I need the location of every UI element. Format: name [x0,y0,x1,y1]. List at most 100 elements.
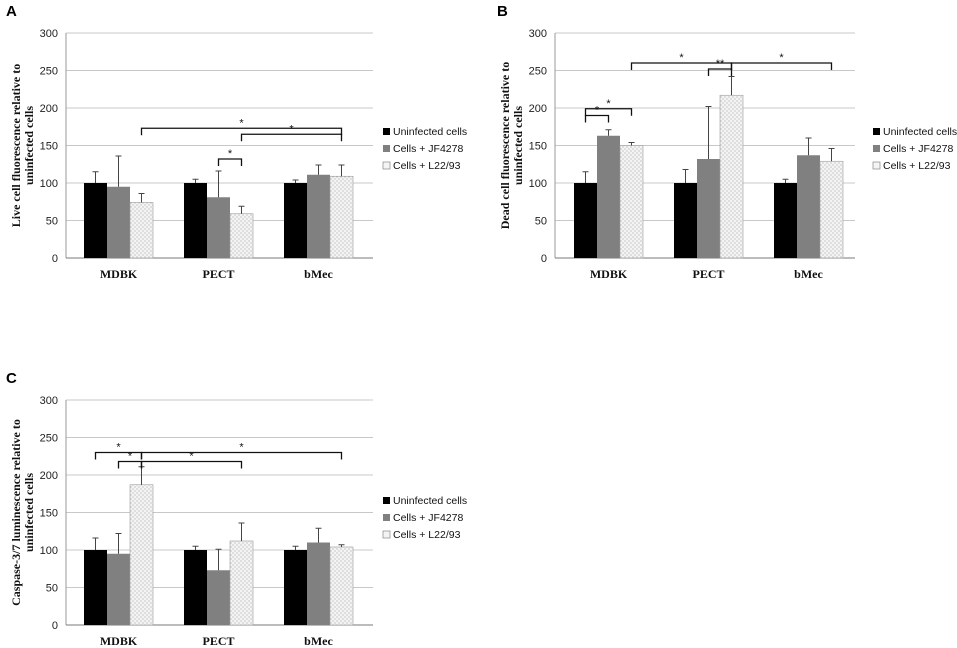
chart-panel-c: C 0 50 100 150 200 250 300 Caspase-3/7 luminesce… [6,370,467,648]
significance-label: * [128,451,133,463]
chart-panel-a: A 0 50 100 150 200 250 300 Live cell fluorescenc… [6,3,467,281]
category-label: MDBK [100,634,138,648]
bar [184,550,207,625]
legend-swatch [382,530,391,539]
legend-swatch [383,497,390,504]
legend-label: Uninfected cells [393,495,467,507]
significance-label: * [228,148,233,160]
panel-letter: A [6,3,17,20]
significance-bracket [240,133,343,142]
bar [307,542,330,625]
significance-label: * [595,105,600,117]
category-label: PECT [202,267,234,281]
y-tick-label: 200 [529,103,547,115]
y-tick-label: 300 [40,395,58,407]
panel-letter: B [497,3,508,20]
bar [107,553,130,625]
significance-bracket [94,451,143,460]
significance-label: * [289,123,294,135]
y-tick-label: 50 [46,583,58,595]
legend-label: Cells + JF4278 [393,512,463,524]
significance-bracket [584,114,610,123]
bar [229,213,254,259]
y-tick-label: 150 [40,141,58,153]
bar [129,484,154,626]
y-tick-label: 200 [40,470,58,482]
y-axis-label-line: uninfected cells [22,473,36,552]
bar [819,160,844,259]
y-tick-label: 150 [40,508,58,520]
y-tick-label: 250 [529,66,547,78]
panel-letter: C [6,370,17,387]
bar [619,145,644,259]
category-label: PECT [692,267,724,281]
significance-label: * [116,442,121,454]
y-tick-label: 50 [46,216,58,228]
significance-bracket [707,68,733,76]
bar [797,155,820,258]
significance-label: * [679,52,684,64]
significance-label: * [189,451,194,463]
significance-label: * [239,442,244,454]
legend-swatch [383,514,390,521]
y-axis-label-line: Live cell fluorescence relative to [9,64,23,228]
bar [719,94,744,259]
bar [107,186,130,258]
bar [574,183,597,258]
significance-bracket [117,460,143,469]
legend-swatch [872,161,881,170]
bar [207,197,230,258]
legend-label: Uninfected cells [883,126,957,138]
y-tick-label: 300 [529,28,547,40]
bar [307,174,330,258]
y-axis-label-line: uninfected cells [511,106,525,185]
significance-label: * [606,98,611,110]
significance-label: * [239,117,244,129]
bar [774,183,797,258]
legend-swatch [383,145,390,152]
y-axis-label-line: Caspase-3/7 luminescence relative to [9,419,23,606]
bar [184,183,207,258]
legend-swatch [873,145,880,152]
y-tick-label: 150 [529,141,547,153]
bar [229,540,254,626]
bar [84,550,107,625]
significance-label: * [779,52,784,64]
significance-bracket [584,108,633,116]
bar [697,159,720,258]
legend-label: Cells + L22/93 [393,529,461,541]
y-axis-label-line: Dead cell fluorescence relative to [498,62,512,230]
significance-bracket [140,460,243,469]
y-axis-label-line: uninfected cells [22,106,36,185]
bar [674,183,697,258]
bar [284,183,307,258]
bar [129,202,154,259]
bar [329,175,354,259]
legend-swatch [383,128,390,135]
significance-bracket [217,158,243,166]
y-tick-label: 300 [40,28,58,40]
category-label: bMec [304,634,333,648]
y-tick-label: 0 [52,253,58,265]
significance-label: ** [716,58,725,70]
category-label: MDBK [590,267,628,281]
y-tick-label: 0 [541,253,547,265]
y-tick-label: 250 [40,66,58,78]
y-tick-label: 0 [52,620,58,632]
legend-swatch [873,128,880,135]
y-axis-label: Dead cell fluorescence relative touninfe… [498,62,525,230]
bar [329,546,354,626]
significance-bracket [730,62,833,70]
y-tick-label: 100 [40,178,58,190]
category-label: MDBK [100,267,138,281]
bar [597,135,620,258]
category-label: PECT [202,634,234,648]
category-label: bMec [304,267,333,281]
legend-label: Uninfected cells [393,126,467,138]
legend-swatch [382,161,391,170]
legend-label: Cells + JF4278 [883,143,953,155]
chart-panel-b: B 0 50 100 150 200 250 300 Dead cell fluorescenc… [497,3,957,281]
y-tick-label: 100 [529,178,547,190]
y-axis-label: Live cell fluorescence relative touninfe… [9,64,36,228]
